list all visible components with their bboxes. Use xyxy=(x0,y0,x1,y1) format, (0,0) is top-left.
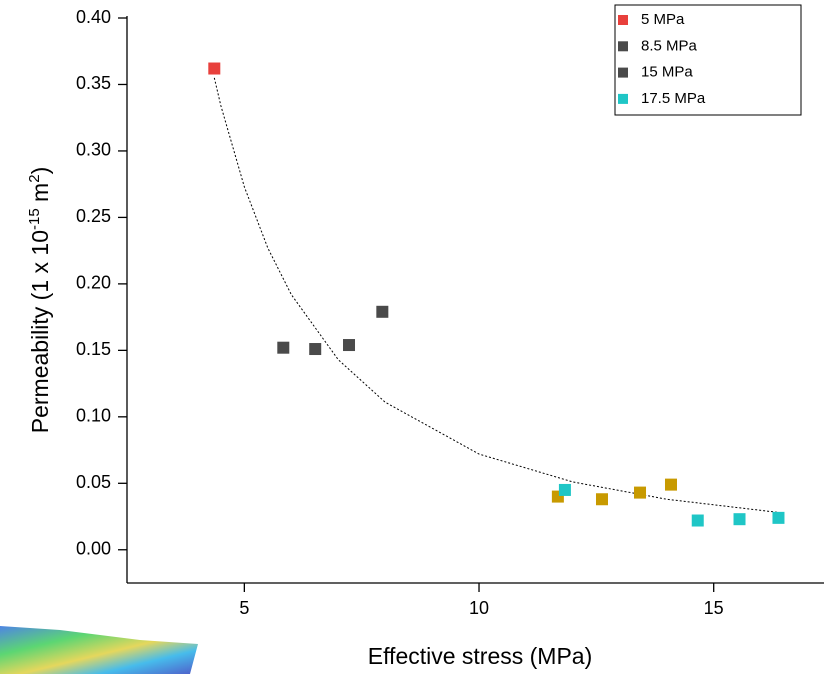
y-axis-label: Permeability (1 x 10-15 m2) xyxy=(26,167,53,434)
legend-label: 17.5 MPa xyxy=(641,90,706,107)
point xyxy=(343,339,356,352)
x-tick-label: 5 xyxy=(239,598,249,618)
x-axis-label: Effective stress (MPa) xyxy=(368,643,593,669)
point xyxy=(277,341,290,354)
point xyxy=(634,486,647,499)
y-tick-label: 0.25 xyxy=(76,206,111,226)
y-tick-label: 0.10 xyxy=(76,406,111,426)
y-tick-label: 0.35 xyxy=(76,73,111,93)
point xyxy=(772,511,785,524)
y-tick-label: 0.20 xyxy=(76,273,111,293)
x-tick-label: 10 xyxy=(469,598,489,618)
y-tick-label: 0.05 xyxy=(76,472,111,492)
legend-label: 5 MPa xyxy=(641,11,685,28)
legend-marker xyxy=(618,67,628,78)
decor-image xyxy=(0,626,198,674)
y-tick-label: 0.30 xyxy=(76,140,111,160)
point xyxy=(733,513,746,526)
point xyxy=(309,343,322,356)
point xyxy=(376,305,389,318)
legend-label: 15 MPa xyxy=(641,64,693,81)
point xyxy=(208,62,221,75)
point xyxy=(595,493,608,506)
fit-line xyxy=(213,77,780,514)
legend-label: 8.5 MPa xyxy=(641,37,698,54)
y-label-part: ) xyxy=(27,167,53,175)
y-tick-label: 0.15 xyxy=(76,339,111,359)
point xyxy=(691,514,704,527)
y-tick-label: 0.00 xyxy=(76,539,111,559)
point xyxy=(664,478,677,491)
x-tick-label: 15 xyxy=(704,598,724,618)
y-label-part: Permeability (1 x 10 xyxy=(27,230,53,433)
point xyxy=(558,483,571,496)
legend-box xyxy=(614,4,802,116)
y-tick-label: 0.40 xyxy=(76,7,111,27)
legend-marker xyxy=(618,93,628,104)
legend-marker xyxy=(618,15,628,25)
y-label-sup: -15 xyxy=(26,208,43,230)
legend-marker xyxy=(618,41,628,52)
y-label-part: m xyxy=(27,183,53,209)
y-label-sup: 2 xyxy=(26,174,43,182)
